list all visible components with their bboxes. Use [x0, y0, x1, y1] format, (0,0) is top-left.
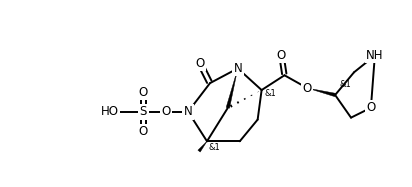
Text: O: O: [303, 82, 312, 95]
Text: O: O: [195, 57, 205, 70]
Text: HO: HO: [101, 105, 119, 118]
Text: O: O: [366, 101, 375, 114]
Polygon shape: [198, 141, 207, 152]
Text: S: S: [140, 105, 147, 118]
Text: O: O: [277, 49, 286, 62]
Text: O: O: [139, 85, 148, 99]
Text: N: N: [234, 62, 242, 75]
Text: O: O: [162, 105, 171, 118]
Text: NH: NH: [366, 49, 384, 62]
Text: &1: &1: [209, 143, 221, 152]
Text: N: N: [184, 105, 192, 118]
Polygon shape: [307, 88, 335, 97]
Text: &1: &1: [265, 88, 276, 97]
Text: &1: &1: [339, 80, 351, 89]
Text: O: O: [139, 125, 148, 138]
Polygon shape: [226, 68, 238, 108]
